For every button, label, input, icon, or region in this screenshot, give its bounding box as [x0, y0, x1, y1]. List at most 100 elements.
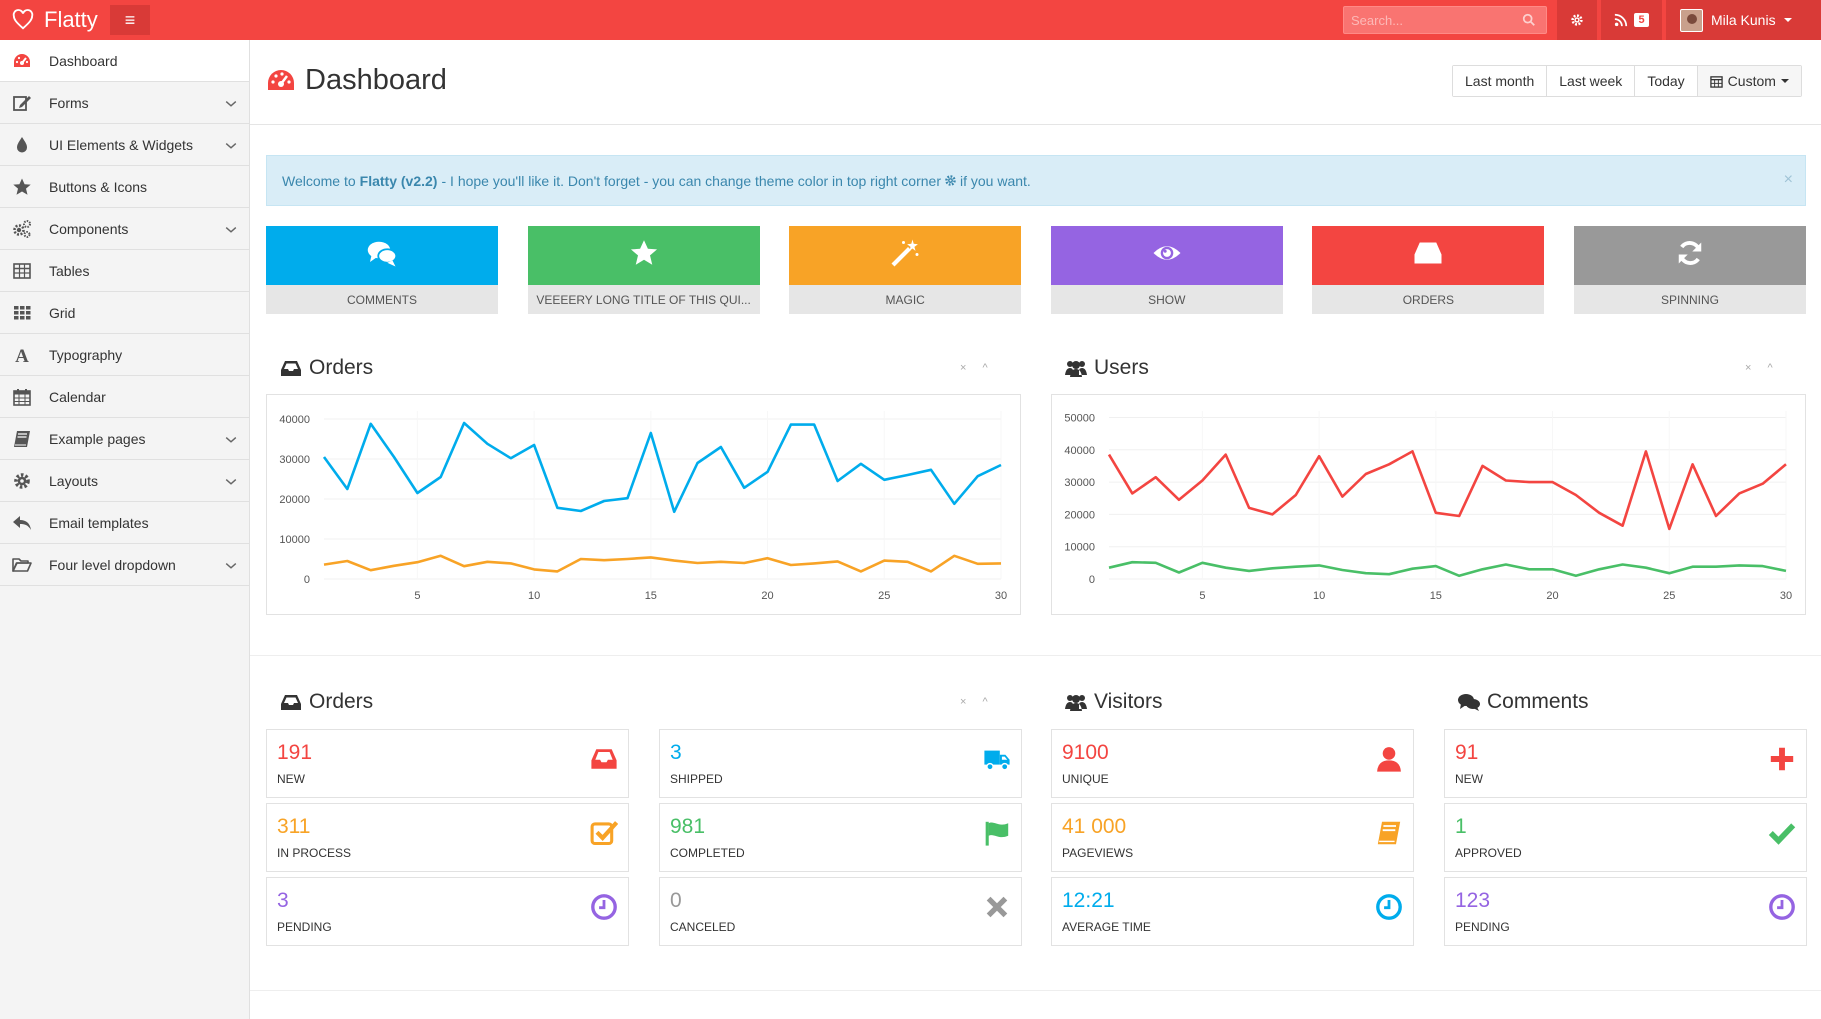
stat-value: 0: [670, 889, 682, 912]
sidebar-item-typography[interactable]: A Typography: [0, 334, 249, 376]
user-menu-dropdown[interactable]: Mila Kunis: [1666, 0, 1821, 40]
tile-label: ORDERS: [1312, 285, 1545, 314]
sidebar-item-buttons-icons[interactable]: Buttons & Icons: [0, 166, 249, 208]
stat-value: 41 000: [1062, 815, 1127, 838]
tint-icon: [12, 135, 32, 155]
quick-tile-inbox[interactable]: ORDERS: [1312, 226, 1545, 314]
sidebar-item-ui-elements-widgets[interactable]: UI Elements & Widgets: [0, 124, 249, 166]
comments-stat-new: 91 NEW: [1444, 729, 1807, 798]
orders-stat-in-process: 311 IN PROCESS: [266, 803, 629, 872]
star-icon: [629, 238, 659, 273]
grid-icon: [12, 303, 32, 323]
caret-down-icon: [1783, 18, 1792, 22]
quick-tile-refresh[interactable]: SPINNING: [1574, 226, 1806, 314]
x-tick-label: 30: [1780, 590, 1792, 602]
close-icon[interactable]: ×: [960, 362, 967, 374]
sidebar-item-grid[interactable]: Grid: [0, 292, 249, 334]
tile-icon-area: [789, 226, 1022, 285]
chevron-down-icon[interactable]: [225, 223, 237, 235]
chevron-down-icon[interactable]: [225, 559, 237, 571]
quick-tile-magic[interactable]: MAGIC: [789, 226, 1022, 314]
cog-icon: [12, 471, 32, 491]
x-tick-label: 10: [528, 590, 540, 602]
sidebar-item-example-pages[interactable]: Example pages: [0, 418, 249, 460]
sidebar-item-calendar[interactable]: Calendar: [0, 376, 249, 418]
y-tick-label: 0: [304, 574, 310, 586]
users-chart: 0 10000 20000 30000 40000 50000 5 10 15 20 25 30: [1051, 394, 1806, 615]
heart-icon: [12, 9, 34, 30]
refresh-icon: [1675, 238, 1705, 273]
hamburger-icon: ≡: [124, 9, 136, 30]
x-tick-label: 15: [1430, 590, 1442, 602]
range-custom-dropdown[interactable]: Custom: [1697, 66, 1801, 96]
chevron-down-icon[interactable]: [225, 433, 237, 445]
group-icon: [1065, 361, 1087, 377]
stat-value: 3: [277, 889, 289, 912]
chevron-down-icon[interactable]: [225, 475, 237, 487]
inbox-icon: [281, 695, 301, 710]
dashboard-icon: [268, 69, 294, 90]
close-icon[interactable]: ×: [960, 696, 967, 708]
orders-chart-tools: × ^: [960, 362, 988, 374]
visitors-stats-title-text: Visitors: [1094, 690, 1163, 713]
caret-down-icon: [1780, 79, 1789, 83]
reply-icon: [12, 513, 32, 533]
range-last-week-button[interactable]: Last week: [1547, 66, 1636, 96]
collapse-icon[interactable]: ^: [982, 696, 988, 708]
sidebar-item-email-templates[interactable]: Email templates: [0, 502, 249, 544]
quick-tile-eye[interactable]: SHOW: [1050, 226, 1283, 314]
y-tick-label: 10000: [1064, 542, 1095, 554]
footer-divider: [250, 990, 1821, 991]
quick-tile-star[interactable]: VEEEERY LONG TITLE OF THIS QUI...: [527, 226, 760, 314]
orders-line-chart: 0 10000 20000 30000 40000 5 10 15 20 25 30: [279, 411, 1007, 602]
stat-value: 1: [1455, 815, 1467, 838]
brand-logo[interactable]: Flatty: [12, 0, 98, 40]
search-icon[interactable]: [1522, 13, 1536, 27]
sidebar-item-four-level-dropdown[interactable]: Four level dropdown: [0, 544, 249, 586]
sidebar-item-label: Email templates: [49, 514, 149, 531]
date-range-button-group: Last month Last week Today Custom: [1452, 65, 1802, 97]
edit-icon: [12, 93, 32, 113]
stat-label: IN PROCESS: [277, 846, 352, 860]
notifications-button[interactable]: 5: [1601, 0, 1662, 40]
users-chart-title-text: Users: [1094, 356, 1149, 379]
sidebar-item-label: Forms: [49, 94, 89, 111]
clock-icon: [1768, 893, 1796, 921]
user-name: Mila Kunis: [1711, 12, 1776, 28]
collapse-icon[interactable]: ^: [1767, 362, 1773, 374]
stat-value: 91: [1455, 741, 1479, 764]
avatar: [1680, 8, 1703, 32]
eye-icon: [1152, 238, 1182, 273]
search-input[interactable]: Search...: [1343, 6, 1547, 34]
clock-icon: [590, 893, 618, 921]
chevron-down-icon[interactable]: [225, 97, 237, 109]
range-last-month-button[interactable]: Last month: [1453, 66, 1548, 96]
stat-label: NEW: [1455, 772, 1483, 786]
sidebar-item-components[interactable]: Components: [0, 208, 249, 250]
sidebar-item-label: Dashboard: [49, 52, 118, 69]
y-tick-label: 10000: [279, 534, 310, 546]
sidebar-item-label: UI Elements & Widgets: [49, 136, 193, 153]
alert-close-button[interactable]: ×: [1783, 171, 1793, 188]
tile-icon-area: [527, 226, 760, 285]
users-chart-tools: × ^: [1745, 362, 1773, 374]
x-tick-label: 10: [1313, 590, 1325, 602]
theme-settings-button[interactable]: [1557, 0, 1597, 40]
orders-stat-new: 191 NEW: [266, 729, 629, 798]
sidebar-item-dashboard[interactable]: Dashboard: [0, 40, 249, 82]
range-today-button[interactable]: Today: [1635, 66, 1698, 96]
stat-label: PAGEVIEWS: [1062, 846, 1134, 860]
collapse-icon[interactable]: ^: [982, 362, 988, 374]
close-icon[interactable]: ×: [1745, 362, 1752, 374]
sidebar-toggle-button[interactable]: ≡: [110, 5, 150, 35]
sidebar-item-forms[interactable]: Forms: [0, 82, 249, 124]
stat-label: SHIPPED: [670, 772, 723, 786]
sidebar-item-tables[interactable]: Tables: [0, 250, 249, 292]
quick-tile-comments[interactable]: COMMENTS: [266, 226, 498, 314]
x-tick-label: 15: [645, 590, 657, 602]
sidebar-item-layouts[interactable]: Layouts: [0, 460, 249, 502]
notifications-badge: 5: [1634, 13, 1649, 27]
chevron-down-icon[interactable]: [225, 139, 237, 151]
sidebar-item-label: Typography: [49, 346, 123, 363]
plus-icon: [1768, 745, 1796, 773]
